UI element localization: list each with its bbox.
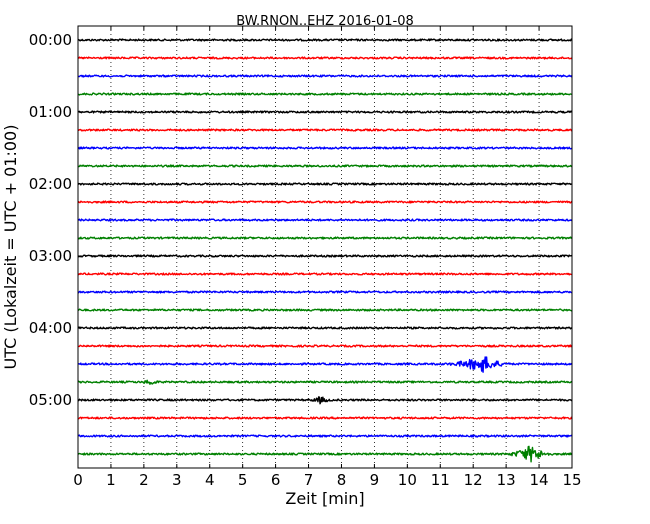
x-tick-label-0: 0 <box>73 471 83 489</box>
x-tick-label-3: 3 <box>172 471 182 489</box>
plot-frame <box>77 25 573 469</box>
trace-0515 <box>77 416 573 420</box>
x-tick-label-15: 15 <box>562 471 581 489</box>
x-tick-layer: 0 1 2 3 4 5 6 7 8 9 10 11 12 13 14 15 <box>73 26 582 489</box>
trace-0500 <box>77 396 573 405</box>
trace-0445 <box>77 379 573 385</box>
x-tick-label-2: 2 <box>139 471 149 489</box>
x-tick-label-10: 10 <box>398 471 417 489</box>
x-tick-label-14: 14 <box>530 471 549 489</box>
y-tick-label-2: 02:00 <box>29 175 72 193</box>
y-tick-layer: 00:00 01:00 02:00 03:00 04:00 05:00 <box>29 31 572 409</box>
x-tick-label-11: 11 <box>431 471 450 489</box>
trace-0245 <box>77 236 573 240</box>
y-tick-label-3: 03:00 <box>29 247 72 265</box>
x-tick-label-12: 12 <box>464 471 483 489</box>
trace-0330 <box>77 290 573 294</box>
x-tick-label-5: 5 <box>238 471 248 489</box>
x-tick-label-13: 13 <box>497 471 516 489</box>
x-tick-label-9: 9 <box>370 471 380 489</box>
trace-0215 <box>77 200 573 204</box>
x-tick-label-4: 4 <box>205 471 215 489</box>
y-axis-label: UTC (Lokalzeit = UTC + 01:00) <box>1 125 20 370</box>
y-tick-label-0: 00:00 <box>29 31 72 49</box>
trace-0400 <box>77 326 573 330</box>
trace-0545 <box>77 445 573 463</box>
trace-0045 <box>77 92 573 96</box>
trace-0345 <box>77 308 573 312</box>
x-tick-label-7: 7 <box>304 471 314 489</box>
y-tick-label-1: 01:00 <box>29 103 72 121</box>
trace-0300 <box>77 254 573 258</box>
trace-0115 <box>77 128 573 132</box>
trace-0315 <box>77 272 573 276</box>
trace-0200 <box>77 182 573 186</box>
chart-title: BW.RNON..EHZ 2016-01-08 <box>236 14 414 29</box>
trace-0415 <box>77 344 573 348</box>
x-tick-label-6: 6 <box>271 471 281 489</box>
grid-layer <box>110 26 540 468</box>
trace-0015 <box>77 56 573 60</box>
x-tick-label-1: 1 <box>106 471 116 489</box>
trace-0230 <box>77 218 573 222</box>
trace-layer <box>77 38 573 463</box>
x-tick-label-8: 8 <box>337 471 347 489</box>
y-tick-label-5: 05:00 <box>29 391 72 409</box>
trace-0000 <box>77 38 573 42</box>
trace-0130 <box>77 146 573 150</box>
trace-0100 <box>77 110 573 114</box>
trace-0530 <box>77 434 573 438</box>
trace-0030 <box>77 74 573 78</box>
y-tick-label-4: 04:00 <box>29 319 72 337</box>
trace-0145 <box>77 164 573 168</box>
x-axis-label: Zeit [min] <box>285 489 364 508</box>
trace-0430 <box>77 356 573 373</box>
